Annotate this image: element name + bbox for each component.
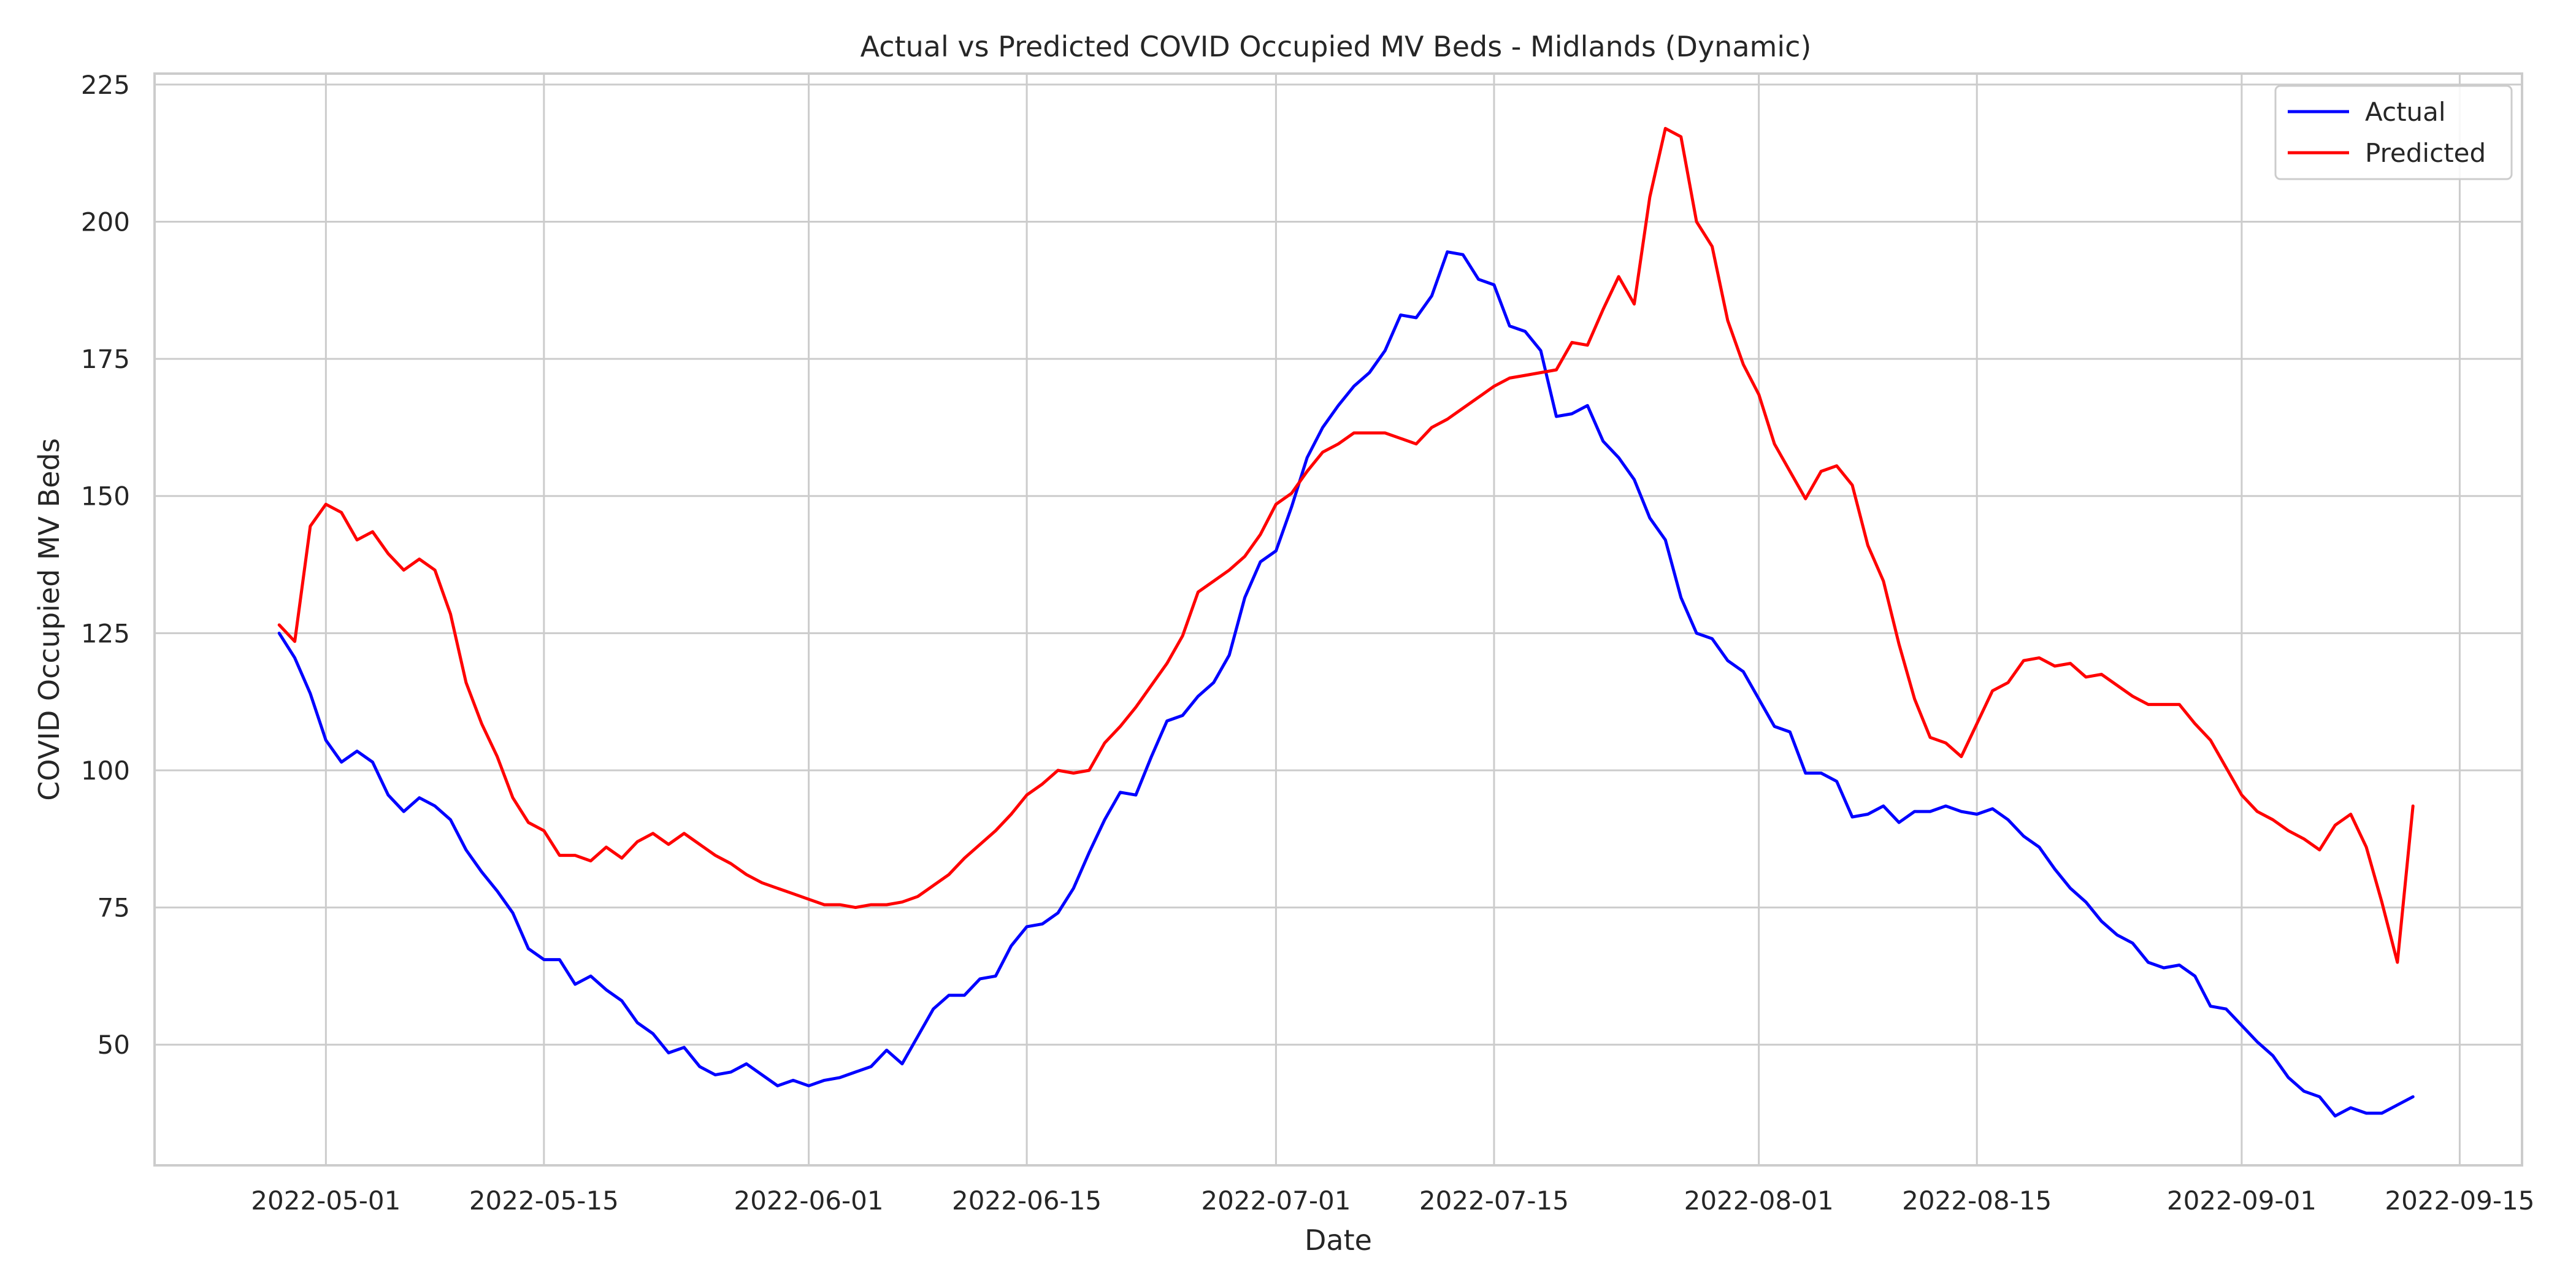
x-tick-label: 2022-07-15 bbox=[1419, 1186, 1569, 1216]
y-tick-label: 225 bbox=[81, 70, 130, 100]
y-tick-label: 175 bbox=[81, 344, 130, 374]
x-tick-label: 2022-07-01 bbox=[1201, 1186, 1351, 1216]
y-axis-label: COVID Occupied MV Beds bbox=[33, 438, 66, 800]
y-tick-label: 200 bbox=[81, 207, 130, 237]
x-tick-label: 2022-06-15 bbox=[952, 1186, 1102, 1216]
y-tick-label: 125 bbox=[81, 618, 130, 648]
legend-box bbox=[2274, 85, 2513, 180]
x-tick-label: 2022-09-15 bbox=[2385, 1186, 2534, 1216]
y-tick-label: 75 bbox=[98, 893, 130, 923]
grid bbox=[155, 74, 2522, 1165]
legend-label-actual: Actual bbox=[2365, 97, 2446, 127]
x-tick-label: 2022-08-01 bbox=[1684, 1186, 1834, 1216]
series-lines bbox=[277, 126, 2415, 1117]
x-tick-label: 2022-08-15 bbox=[1902, 1186, 2052, 1216]
y-axis-ticks: 50 75 100 125 150 175 200 225 bbox=[81, 70, 130, 1060]
series-line-actual bbox=[277, 250, 2415, 1117]
legend-label-predicted: Predicted bbox=[2365, 138, 2486, 168]
x-axis-ticks: 2022-05-01 2022-05-15 2022-06-01 2022-06-15… bbox=[251, 1186, 2534, 1216]
plot-frame bbox=[153, 72, 2523, 1167]
x-axis-label: Date bbox=[1305, 1224, 1372, 1257]
y-tick-label: 150 bbox=[81, 481, 130, 512]
x-tick-label: 2022-05-15 bbox=[469, 1186, 619, 1216]
y-tick-label: 100 bbox=[81, 756, 130, 786]
y-tick-label: 50 bbox=[98, 1030, 130, 1060]
series-line-predicted bbox=[277, 126, 2415, 964]
x-tick-label: 2022-05-01 bbox=[251, 1186, 401, 1216]
x-tick-label: 2022-09-01 bbox=[2167, 1186, 2317, 1216]
chart-title: Actual vs Predicted COVID Occupied MV Be… bbox=[861, 30, 1812, 63]
legend: Actual Predicted bbox=[2274, 85, 2513, 180]
x-tick-label: 2022-06-01 bbox=[734, 1186, 884, 1216]
